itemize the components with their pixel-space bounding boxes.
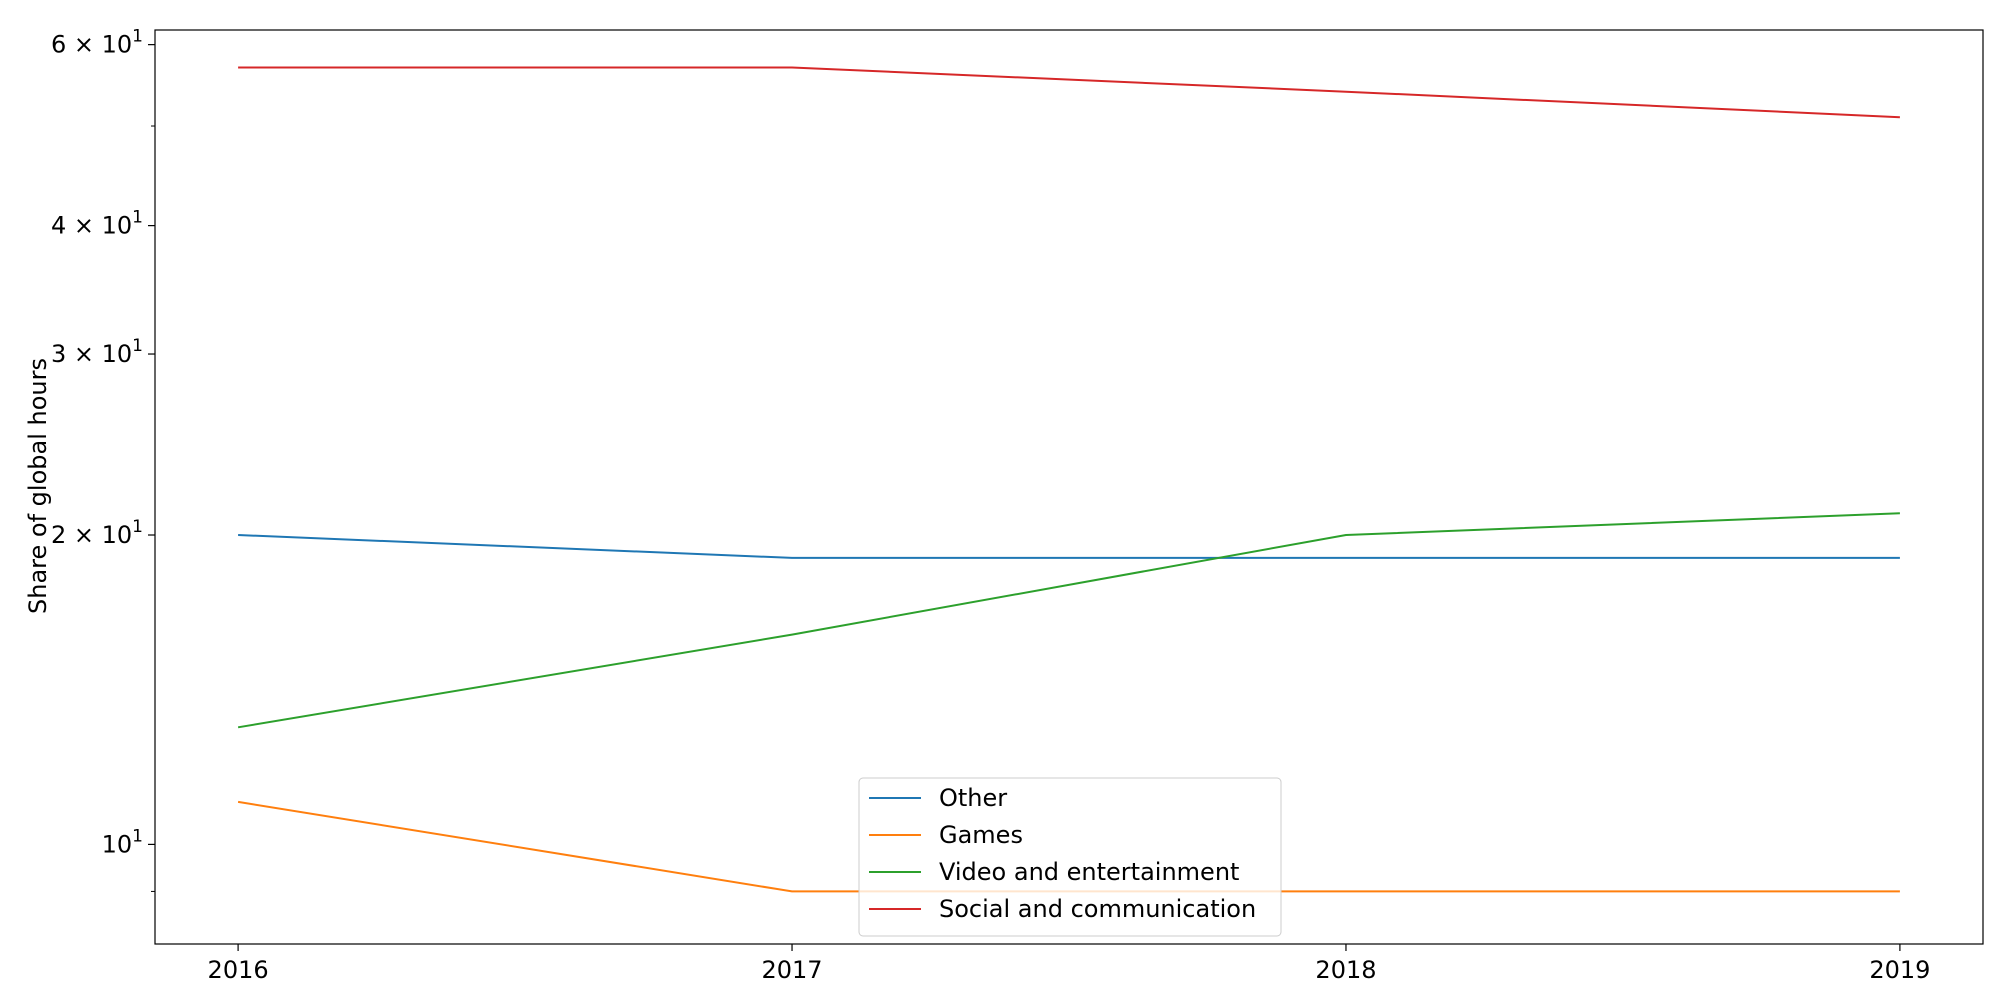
x-tick-label: 2017 — [761, 956, 822, 984]
y-tick-label: 101 — [102, 826, 143, 858]
legend: Other Games Video and entertainment Social … — [858, 777, 1282, 937]
y-tick-label: 2 × 101 — [51, 517, 143, 549]
y-axis-title: Share of global hours — [24, 358, 52, 614]
series-line-0 — [238, 534, 1900, 559]
x-axis: 2016 2017 2018 2019 — [208, 944, 1930, 984]
y-tick-label: 6 × 101 — [51, 27, 143, 59]
legend-label: Other — [939, 784, 1007, 812]
series-line-2 — [237, 512, 1900, 729]
y-tick-label: 4 × 101 — [51, 208, 143, 240]
x-tick-label: 2018 — [1315, 956, 1376, 984]
legend-box — [858, 777, 1282, 937]
legend-label: Video and entertainment — [939, 858, 1239, 886]
series-line-3 — [238, 66, 1900, 119]
y-tick-label: 3 × 101 — [51, 336, 143, 368]
x-tick-label: 2016 — [208, 956, 269, 984]
legend-label: Social and communication — [939, 895, 1256, 923]
y-axis: 101 2 × 101 3 × 101 4 × 101 6 × 101 — [51, 27, 155, 892]
legend-label: Games — [939, 821, 1023, 849]
x-tick-label: 2019 — [1869, 956, 1930, 984]
plot-area — [154, 29, 1984, 945]
plot-frame — [154, 29, 1984, 945]
